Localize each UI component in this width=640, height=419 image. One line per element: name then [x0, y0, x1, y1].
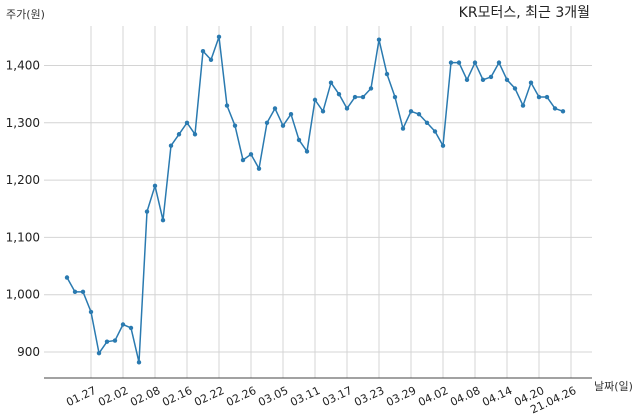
data-point — [480, 77, 486, 83]
data-point — [472, 60, 478, 65]
x-tick-label: 04.08 — [448, 384, 482, 409]
data-point — [168, 143, 174, 148]
x-tick-label: 02.02 — [96, 384, 130, 409]
data-point — [336, 91, 342, 97]
data-point — [424, 120, 430, 126]
data-point — [224, 103, 230, 108]
data-point — [152, 183, 158, 189]
data-point — [96, 350, 102, 356]
chart-title: KR모터스, 최근 3개월 — [459, 5, 590, 21]
data-point — [360, 94, 366, 100]
y-tick-label: 900 — [17, 345, 40, 359]
x-tick-label: 02.22 — [192, 384, 226, 409]
x-tick-label: 03.05 — [256, 384, 290, 409]
x-tick-label: 02.16 — [160, 384, 194, 409]
y-axis-label: 주가(원) — [6, 8, 45, 21]
data-point — [432, 129, 438, 134]
data-point — [232, 123, 238, 128]
y-tick-label: 1,200 — [6, 173, 40, 187]
data-point — [120, 322, 126, 327]
data-point — [448, 60, 454, 65]
data-point — [456, 60, 462, 65]
data-point — [552, 106, 558, 111]
y-tick-label: 1,300 — [6, 116, 40, 130]
data-point — [440, 143, 446, 148]
data-point — [352, 94, 358, 100]
data-point — [248, 152, 254, 157]
x-axis: 01.2702.0202.0802.1602.2202.2603.0503.11… — [64, 384, 578, 416]
data-point — [320, 109, 326, 114]
data-point — [392, 94, 398, 100]
data-point — [64, 275, 70, 280]
data-point — [176, 132, 182, 137]
x-tick-label: 02.26 — [224, 384, 258, 409]
x-axis-label: 날짜(일) — [594, 379, 633, 393]
x-tick-label: 04.14 — [480, 384, 514, 409]
data-point — [560, 109, 566, 114]
data-point — [408, 109, 414, 114]
data-point — [112, 338, 118, 343]
y-tick-label: 1,100 — [6, 230, 40, 244]
data-point — [520, 103, 526, 108]
y-tick-label: 1,000 — [6, 288, 40, 302]
data-point — [304, 149, 310, 154]
data-point — [72, 289, 78, 295]
data-point — [312, 97, 318, 103]
data-point — [328, 80, 334, 85]
grid-lines — [44, 26, 592, 378]
y-tick-label: 1,400 — [6, 59, 40, 73]
data-point — [368, 86, 374, 91]
x-tick-label: 01.27 — [64, 384, 98, 409]
data-point — [288, 112, 294, 117]
data-point — [184, 120, 190, 126]
data-point — [88, 309, 94, 315]
data-point — [128, 325, 134, 331]
data-point — [216, 34, 222, 40]
data-point — [496, 60, 502, 65]
data-point — [200, 48, 206, 54]
y-axis: 900 1,000 1,100 1,200 1,300 1,400 — [6, 59, 40, 360]
data-point — [488, 74, 494, 80]
data-point — [536, 94, 542, 100]
data-point — [344, 106, 350, 111]
x-tick-label: 03.23 — [352, 384, 386, 409]
data-point — [544, 94, 550, 100]
data-point — [464, 77, 470, 83]
data-point — [504, 77, 510, 83]
x-tick-label: 04.02 — [416, 384, 450, 409]
data-point — [208, 57, 214, 62]
data-point — [144, 209, 150, 214]
data-point — [400, 126, 406, 131]
data-point — [192, 132, 198, 137]
data-point — [240, 157, 246, 163]
series-group — [64, 34, 566, 365]
x-tick-label: 03.11 — [288, 384, 322, 409]
data-point — [160, 218, 166, 223]
data-point — [512, 86, 518, 91]
data-point — [528, 80, 534, 85]
data-point — [264, 120, 270, 126]
data-point — [416, 112, 422, 117]
x-tick-label: 03.17 — [320, 384, 354, 409]
data-point — [256, 166, 262, 171]
data-point — [384, 71, 390, 77]
x-tick-label: 03.29 — [384, 384, 418, 409]
data-point — [104, 339, 110, 344]
data-point — [136, 360, 142, 365]
data-point — [280, 123, 286, 128]
x-tick-label: 02.08 — [128, 384, 162, 409]
data-point — [296, 137, 302, 143]
data-point — [272, 106, 278, 111]
data-point — [80, 289, 86, 295]
data-point — [376, 37, 382, 42]
